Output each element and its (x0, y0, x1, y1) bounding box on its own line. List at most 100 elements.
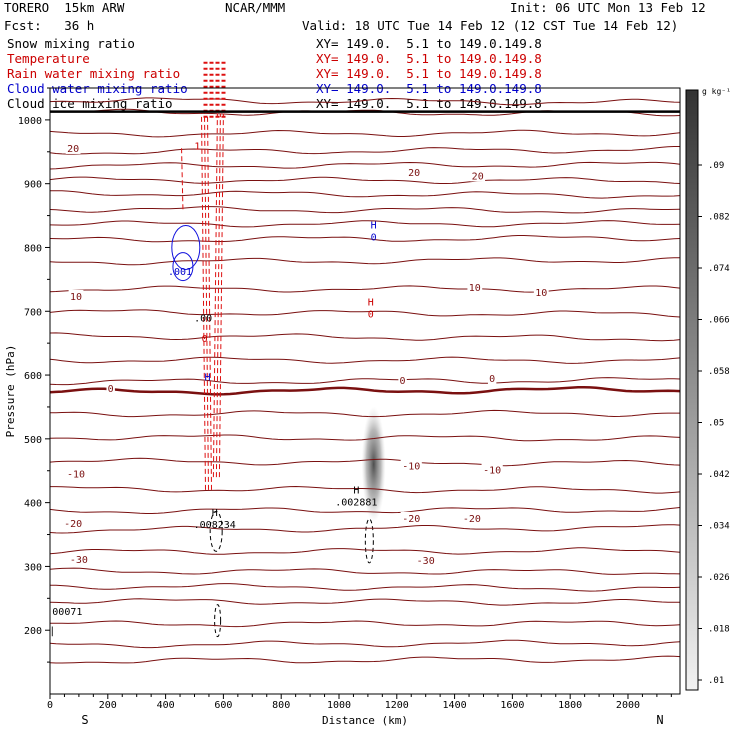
rain-contour (201, 113, 206, 490)
colorbar-label: .074 (708, 264, 730, 274)
colorbar-label: .01 (708, 676, 724, 686)
colorbar-unit: g kg⁻¹ (702, 87, 731, 96)
rain-contour (204, 113, 209, 490)
x-tick-label: 800 (272, 700, 290, 711)
y-tick-label: 200 (24, 626, 42, 637)
temperature-label: -20 (402, 514, 420, 525)
isotherm-line (49, 620, 681, 628)
temperature-label: 0 (108, 384, 114, 395)
isotherm-line (49, 524, 681, 534)
contour-label: 1 (194, 141, 200, 152)
x-tick-label: 400 (157, 700, 175, 711)
x-tick-label: 2000 (616, 700, 640, 711)
cloud-ice-contour (214, 604, 222, 638)
contour-label: .00 (194, 314, 212, 325)
contour-label: | (49, 626, 55, 637)
colorbar-label: .066 (708, 316, 730, 326)
x-tick-label: 200 (99, 700, 117, 711)
label-background (68, 552, 90, 565)
isotherm-line (49, 332, 681, 342)
rain-contour (180, 145, 184, 210)
x-tick-label: 1000 (327, 700, 351, 711)
isotherm-line (49, 176, 681, 184)
label-background (406, 166, 422, 179)
x-axis-label: Distance (km) (322, 714, 408, 727)
extremum-value: 0 (371, 233, 377, 244)
center-title: NCAR/MMM (225, 0, 286, 15)
temperature-label: -20 (463, 514, 481, 525)
rain-contour (212, 113, 218, 478)
rain-contour (215, 113, 221, 478)
isotherm-line (49, 377, 681, 386)
field-name-rain: Rain water mixing ratio (7, 66, 181, 81)
field-xy-snow: XY= 149.0. 5.1 to 149.0.149.8 (316, 36, 542, 51)
isotherm-line (49, 220, 681, 228)
init-time: Init: 06 UTC Mon 13 Feb 12 (510, 0, 706, 15)
extremum-mark: H (353, 485, 359, 496)
extremum-mark: H (212, 508, 218, 519)
contour-label: 0 (202, 334, 208, 345)
temperature-label: -10 (402, 462, 420, 473)
temperature-label: 0 (400, 376, 406, 387)
isotherm-line (50, 485, 681, 494)
isotherm-line (49, 639, 681, 649)
temperature-label: 10 (469, 283, 481, 294)
colorbar-label: .034 (708, 522, 730, 532)
colorbar-label: .026 (708, 573, 730, 583)
label-background (400, 459, 422, 472)
colorbar (685, 89, 699, 691)
isotherm-line (49, 598, 680, 606)
label-background (62, 517, 84, 530)
isotherm-line (49, 285, 681, 293)
colorbar-label: .042 (708, 470, 730, 480)
extremum-value: 0 (368, 309, 374, 320)
rain-contour (207, 113, 212, 490)
isotherm-line (49, 655, 681, 664)
y-tick-label: 900 (24, 180, 42, 191)
isotherm-line (49, 507, 681, 514)
temperature-label: 10 (70, 292, 82, 303)
temperature-label: 20 (408, 168, 420, 179)
y-tick-label: 400 (24, 499, 42, 510)
cloud-ice-contour (364, 518, 374, 564)
extremum-value: .008234 (194, 520, 236, 531)
temperature-label: 10 (535, 288, 547, 299)
temperature-label: -30 (70, 555, 88, 566)
temperature-label: 20 (67, 144, 79, 155)
x-tick-label: 0 (47, 700, 53, 711)
contour-label: H (204, 372, 210, 383)
cloud-ice-contour (209, 510, 223, 552)
field-xy-cloud-ice: XY= 149.0. 5.1 to 149.0.149.8 (316, 96, 542, 111)
isotherm-line (49, 583, 681, 592)
rain-contour (218, 113, 224, 478)
isotherm-line (49, 161, 681, 170)
isotherm-line (49, 235, 681, 243)
x-tick-label: 1800 (558, 700, 582, 711)
label-background (65, 467, 87, 480)
label-background (400, 511, 422, 524)
temperature-label: -10 (67, 469, 85, 480)
model-title: TORERO 15km ARW (4, 0, 125, 15)
label-background (467, 281, 483, 294)
colorbar-label: .058 (708, 367, 730, 377)
extremum-mark: H (368, 297, 374, 308)
colorbar-label: .09 (708, 161, 724, 171)
south-label: S (81, 713, 88, 727)
label-background (415, 554, 437, 567)
isotherm-line (49, 547, 681, 555)
field-xy-temperature: XY= 149.0. 5.1 to 149.0.149.8 (316, 51, 542, 66)
isotherm-line (49, 206, 681, 214)
temperature-label: 0 (489, 374, 495, 385)
label-background (398, 374, 407, 387)
y-tick-label: 500 (24, 435, 42, 446)
forecast-hour: Fcst: 36 h (4, 18, 95, 33)
field-name-temperature: Temperature (7, 51, 90, 66)
isotherm-line (49, 309, 681, 318)
isotherm-line (49, 457, 681, 467)
snow-shading (361, 406, 386, 523)
y-tick-label: 1000 (18, 116, 42, 127)
temperature-label: -30 (417, 556, 435, 567)
y-axis-label: Pressure (hPa) (4, 345, 17, 438)
colorbar-label: .082 (708, 213, 730, 223)
